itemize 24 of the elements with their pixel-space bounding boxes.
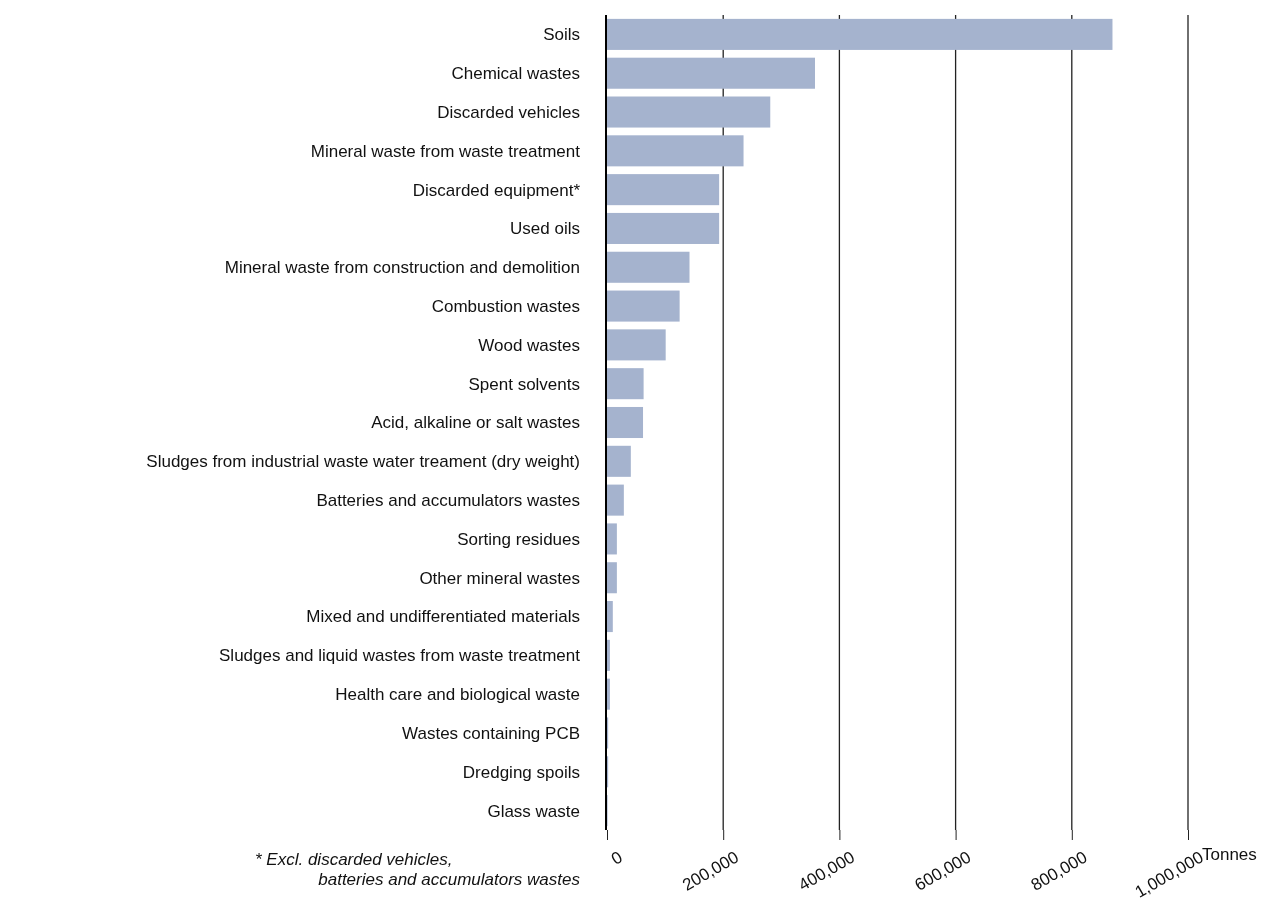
y-tick-label: Sludges and liquid wastes from waste treatment <box>219 646 581 666</box>
y-tick-label: Sludges from industrial waste water treament (dry weight) <box>146 452 580 472</box>
y-tick-label: Combustion wastes <box>431 297 580 317</box>
y-tick-label: Spent solvents <box>468 374 580 394</box>
y-tick-label: Other mineral wastes <box>419 568 580 588</box>
y-tick-label: Used oils <box>510 219 580 239</box>
y-tick-label: Acid, alkaline or salt wastes <box>371 413 580 433</box>
y-tick-label: Mineral waste from waste treatment <box>310 141 581 161</box>
y-tick-label: Mixed and undifferentiated materials <box>306 607 580 627</box>
y-tick-label: Chemical wastes <box>451 64 580 84</box>
y-tick-label: Mineral waste from construction and demolition <box>224 258 580 278</box>
y-tick-label: Discarded equipment* <box>412 180 581 200</box>
text: * Excl. discarded vehicles, batteries and accumulators wastes <box>255 850 581 890</box>
y-tick-label: Wood wastes <box>478 335 580 355</box>
y-tick-label: Soils <box>543 25 580 45</box>
y-tick-label: Discarded vehicles <box>437 102 580 122</box>
x-tick-label: 0 <box>607 847 626 869</box>
y-tick-label: Glass waste <box>487 801 580 821</box>
y-tick-label: Health care and biological waste <box>335 685 580 705</box>
y-tick-label: Dredging spoils <box>462 762 580 782</box>
y-tick-label: Sorting residues <box>457 529 580 549</box>
y-tick-label: Wastes containing PCB <box>402 723 580 743</box>
y-tick-label: Batteries and accumulators wastes <box>316 491 580 511</box>
x-axis-title: Tonnes <box>1202 845 1257 864</box>
